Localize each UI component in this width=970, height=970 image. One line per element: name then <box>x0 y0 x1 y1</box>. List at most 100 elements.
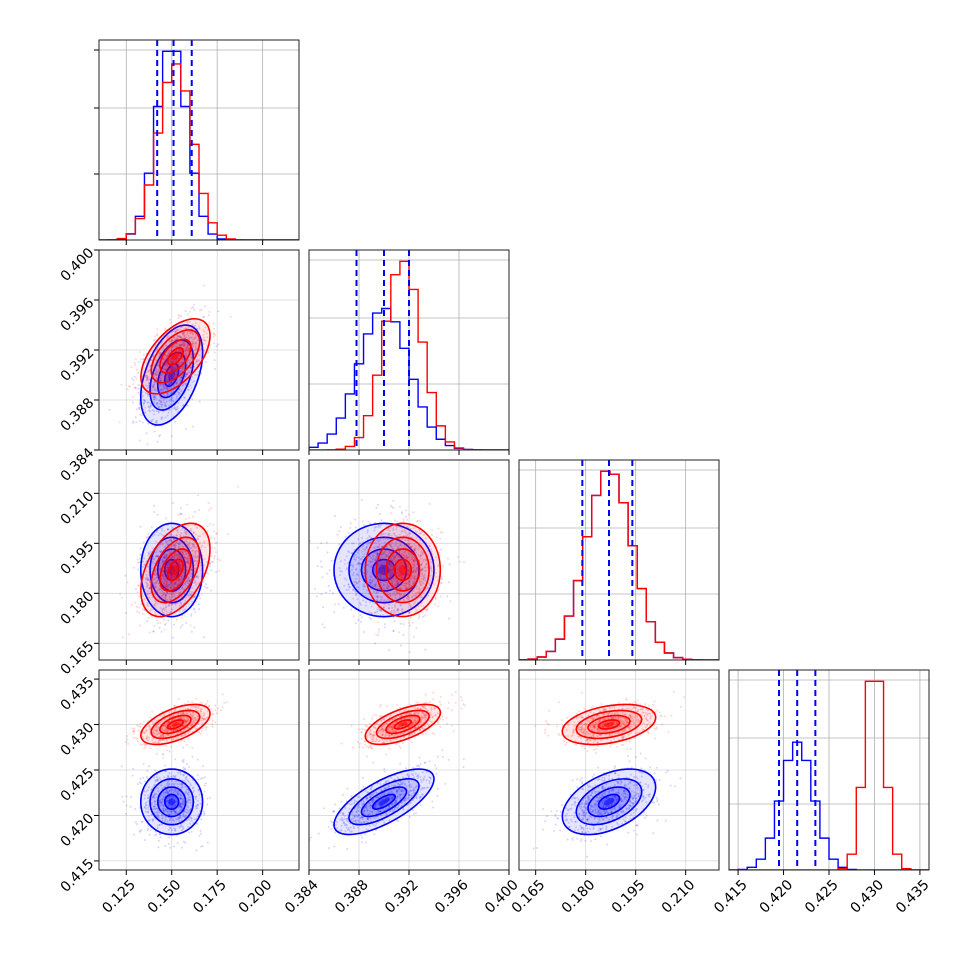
sample-point <box>187 313 190 316</box>
sample-point <box>172 384 175 387</box>
sample-point <box>394 519 396 522</box>
sample-point <box>168 603 171 606</box>
sample-point <box>188 388 190 391</box>
sample-point <box>192 581 195 584</box>
sample-point <box>167 411 170 414</box>
sample-point <box>165 581 168 584</box>
sample-point <box>145 376 148 379</box>
sample-point <box>150 420 153 423</box>
sample-point <box>164 385 167 388</box>
sample-point <box>354 580 357 583</box>
sample-point <box>178 563 181 566</box>
sample-point <box>143 399 145 402</box>
sample-point <box>170 591 173 594</box>
sample-point <box>194 550 197 553</box>
sample-point <box>171 368 174 371</box>
sample-point <box>446 595 449 598</box>
sample-point <box>201 845 204 848</box>
sample-point <box>182 552 185 555</box>
sample-point <box>166 580 168 583</box>
sample-point <box>148 631 151 634</box>
sample-point <box>359 542 362 545</box>
sample-point <box>181 333 184 336</box>
sample-point <box>182 550 185 553</box>
sample-point <box>143 402 146 405</box>
sample-point <box>190 614 193 617</box>
sample-point <box>147 422 150 425</box>
sample-point <box>190 386 193 389</box>
sample-point <box>155 420 158 423</box>
sample-point <box>171 540 173 543</box>
sample-point <box>168 386 171 389</box>
sample-point <box>164 405 167 407</box>
sample-point <box>177 555 180 558</box>
sample-point <box>176 602 179 605</box>
sample-point <box>196 758 199 761</box>
sample-point <box>165 354 168 357</box>
sample-point <box>212 336 215 338</box>
sample-point <box>175 371 178 374</box>
sample-point <box>178 580 181 583</box>
sample-point <box>168 357 171 360</box>
sample-point <box>154 388 157 391</box>
sample-point <box>179 344 182 346</box>
sample-point <box>365 551 367 554</box>
sample-point <box>321 576 324 579</box>
sample-point <box>418 520 421 523</box>
sample-point <box>182 332 184 335</box>
sample-point <box>161 529 164 532</box>
sample-point <box>213 547 216 550</box>
sample-point <box>166 587 169 590</box>
sample-point <box>153 624 156 627</box>
sample-point <box>165 580 168 583</box>
sample-point <box>192 564 195 567</box>
sample-point <box>133 361 136 364</box>
sample-point <box>152 573 155 576</box>
sample-point <box>174 602 177 605</box>
sample-point <box>196 822 199 825</box>
sample-point <box>191 323 194 326</box>
sample-point <box>151 394 154 397</box>
sample-point <box>136 591 139 594</box>
sample-point <box>200 593 203 596</box>
sample-point <box>162 357 165 360</box>
sample-point <box>190 356 193 359</box>
sample-point <box>190 546 193 549</box>
sample-point <box>195 360 198 363</box>
sample-point <box>175 383 178 386</box>
sample-point <box>184 607 187 610</box>
sample-point <box>142 403 145 406</box>
sample-point <box>165 605 168 608</box>
sample-point <box>167 369 170 372</box>
sample-point <box>188 371 191 374</box>
sample-point <box>376 554 379 557</box>
sample-point <box>148 578 151 581</box>
sample-point <box>160 388 163 391</box>
sample-point <box>187 325 190 328</box>
sample-point <box>197 508 200 511</box>
sample-point <box>124 574 127 577</box>
sample-point <box>172 565 174 568</box>
sample-point <box>176 334 179 337</box>
sample-point <box>156 591 159 594</box>
sample-point <box>156 573 159 576</box>
sample-point <box>180 340 183 343</box>
sample-point <box>191 543 194 545</box>
sample-point <box>185 348 188 351</box>
sample-point <box>166 394 169 397</box>
sample-point <box>148 592 151 595</box>
sample-point <box>203 790 206 793</box>
sample-point <box>175 372 178 375</box>
sample-point <box>378 563 381 566</box>
sample-point <box>167 588 169 591</box>
sample-point <box>153 604 156 607</box>
sample-point <box>180 532 183 535</box>
sample-point <box>160 397 163 400</box>
sample-point <box>161 389 164 392</box>
sample-point <box>209 589 212 592</box>
sample-point <box>346 567 348 570</box>
sample-point <box>169 581 172 584</box>
sample-point <box>143 557 146 560</box>
sample-point <box>170 584 172 587</box>
sample-point <box>169 575 172 578</box>
